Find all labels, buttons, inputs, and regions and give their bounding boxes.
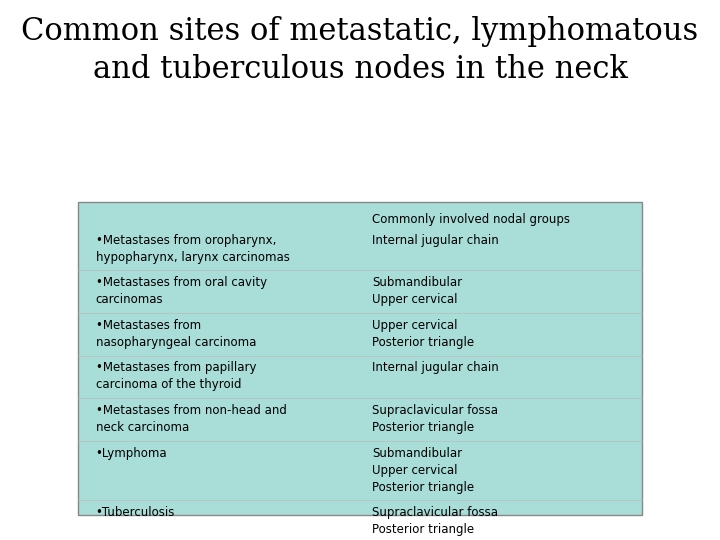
Text: Internal jugular chain: Internal jugular chain xyxy=(372,234,499,247)
Text: Internal jugular chain: Internal jugular chain xyxy=(372,361,499,375)
Text: Common sites of metastatic, lymphomatous
and tuberculous nodes in the neck: Common sites of metastatic, lymphomatous… xyxy=(22,16,698,85)
Text: •Metastases from papillary
carcinoma of the thyroid: •Metastases from papillary carcinoma of … xyxy=(96,361,256,392)
Text: •Metastases from
nasopharyngeal carcinoma: •Metastases from nasopharyngeal carcinom… xyxy=(96,319,256,349)
Text: •Metastases from non-head and
neck carcinoma: •Metastases from non-head and neck carci… xyxy=(96,404,287,434)
Text: •Metastases from oral cavity
carcinomas: •Metastases from oral cavity carcinomas xyxy=(96,276,267,306)
Text: •Lymphoma: •Lymphoma xyxy=(96,447,167,460)
Text: Upper cervical
Posterior triangle: Upper cervical Posterior triangle xyxy=(372,319,474,349)
Text: Supraclavicular fossa
Posterior triangle: Supraclavicular fossa Posterior triangle xyxy=(372,506,498,536)
Text: •Metastases from oropharynx,
hypopharynx, larynx carcinomas: •Metastases from oropharynx, hypopharynx… xyxy=(96,234,289,264)
Text: Commonly involved nodal groups: Commonly involved nodal groups xyxy=(372,213,570,226)
Text: Supraclavicular fossa
Posterior triangle: Supraclavicular fossa Posterior triangle xyxy=(372,404,498,434)
Text: •Tuberculosis: •Tuberculosis xyxy=(96,506,175,519)
Text: Submandibular
Upper cervical
Posterior triangle: Submandibular Upper cervical Posterior t… xyxy=(372,447,474,494)
Text: Submandibular
Upper cervical: Submandibular Upper cervical xyxy=(372,276,462,306)
FancyBboxPatch shape xyxy=(78,202,642,515)
